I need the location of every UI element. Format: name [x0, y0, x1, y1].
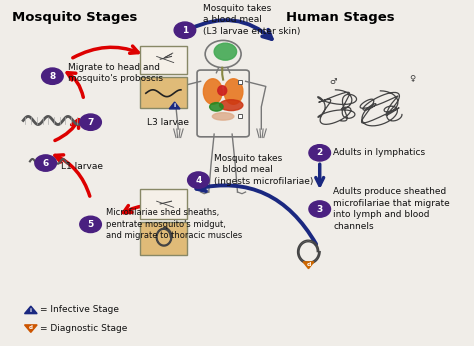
Circle shape — [35, 155, 56, 171]
Text: 4: 4 — [195, 175, 201, 184]
Text: = Infective Stage: = Infective Stage — [40, 306, 119, 315]
Text: 2: 2 — [317, 148, 323, 157]
Ellipse shape — [219, 100, 243, 111]
Polygon shape — [303, 262, 314, 268]
FancyBboxPatch shape — [140, 77, 187, 108]
Text: 6: 6 — [43, 158, 49, 167]
Text: d: d — [29, 326, 33, 330]
Ellipse shape — [203, 79, 222, 104]
Text: i: i — [173, 103, 176, 108]
FancyBboxPatch shape — [238, 114, 242, 118]
FancyBboxPatch shape — [140, 222, 187, 255]
FancyBboxPatch shape — [238, 80, 242, 84]
Circle shape — [42, 68, 63, 84]
Text: Migrate to head and
mosquito's proboscis: Migrate to head and mosquito's proboscis — [68, 63, 163, 83]
Text: ♂: ♂ — [329, 77, 337, 86]
FancyBboxPatch shape — [140, 46, 187, 74]
Polygon shape — [169, 102, 180, 109]
Text: 3: 3 — [317, 204, 323, 213]
Circle shape — [188, 172, 209, 188]
Text: 5: 5 — [88, 220, 94, 229]
Text: Mosquito takes
a blood meal
(ingests microfilariae): Mosquito takes a blood meal (ingests mic… — [214, 154, 313, 186]
Text: 8: 8 — [49, 72, 55, 81]
Text: L1 larvae: L1 larvae — [61, 162, 103, 171]
Circle shape — [309, 145, 330, 161]
Text: i: i — [30, 308, 32, 313]
Circle shape — [174, 22, 196, 38]
Text: L3 larvae: L3 larvae — [147, 118, 189, 127]
FancyBboxPatch shape — [140, 189, 187, 219]
Polygon shape — [25, 306, 37, 313]
Text: Adults produce sheathed
microfilariae that migrate
into lymph and blood
channels: Adults produce sheathed microfilariae th… — [333, 188, 450, 231]
Ellipse shape — [212, 113, 234, 120]
Text: Adults in lymphatics: Adults in lymphatics — [333, 148, 425, 157]
Circle shape — [214, 43, 237, 60]
Polygon shape — [25, 325, 37, 333]
Text: = Diagnostic Stage: = Diagnostic Stage — [40, 324, 128, 333]
Circle shape — [309, 201, 330, 217]
Text: Mosquito takes
a blood meal
(L3 larvae enter skin): Mosquito takes a blood meal (L3 larvae e… — [203, 4, 301, 36]
Text: d: d — [306, 262, 310, 267]
Ellipse shape — [210, 103, 223, 111]
Text: Mosquito Stages: Mosquito Stages — [12, 11, 137, 25]
Text: 7: 7 — [87, 118, 94, 127]
Text: 1: 1 — [182, 26, 188, 35]
Ellipse shape — [224, 79, 243, 104]
Text: ♀: ♀ — [410, 74, 416, 83]
Text: Microfilariae shed sheaths,
pentrate mosquito's midgut,
and migrate to thoracic : Microfilariae shed sheaths, pentrate mos… — [106, 208, 243, 240]
Circle shape — [80, 114, 101, 130]
Text: Human Stages: Human Stages — [286, 11, 394, 25]
Ellipse shape — [218, 86, 227, 95]
Circle shape — [80, 216, 101, 233]
